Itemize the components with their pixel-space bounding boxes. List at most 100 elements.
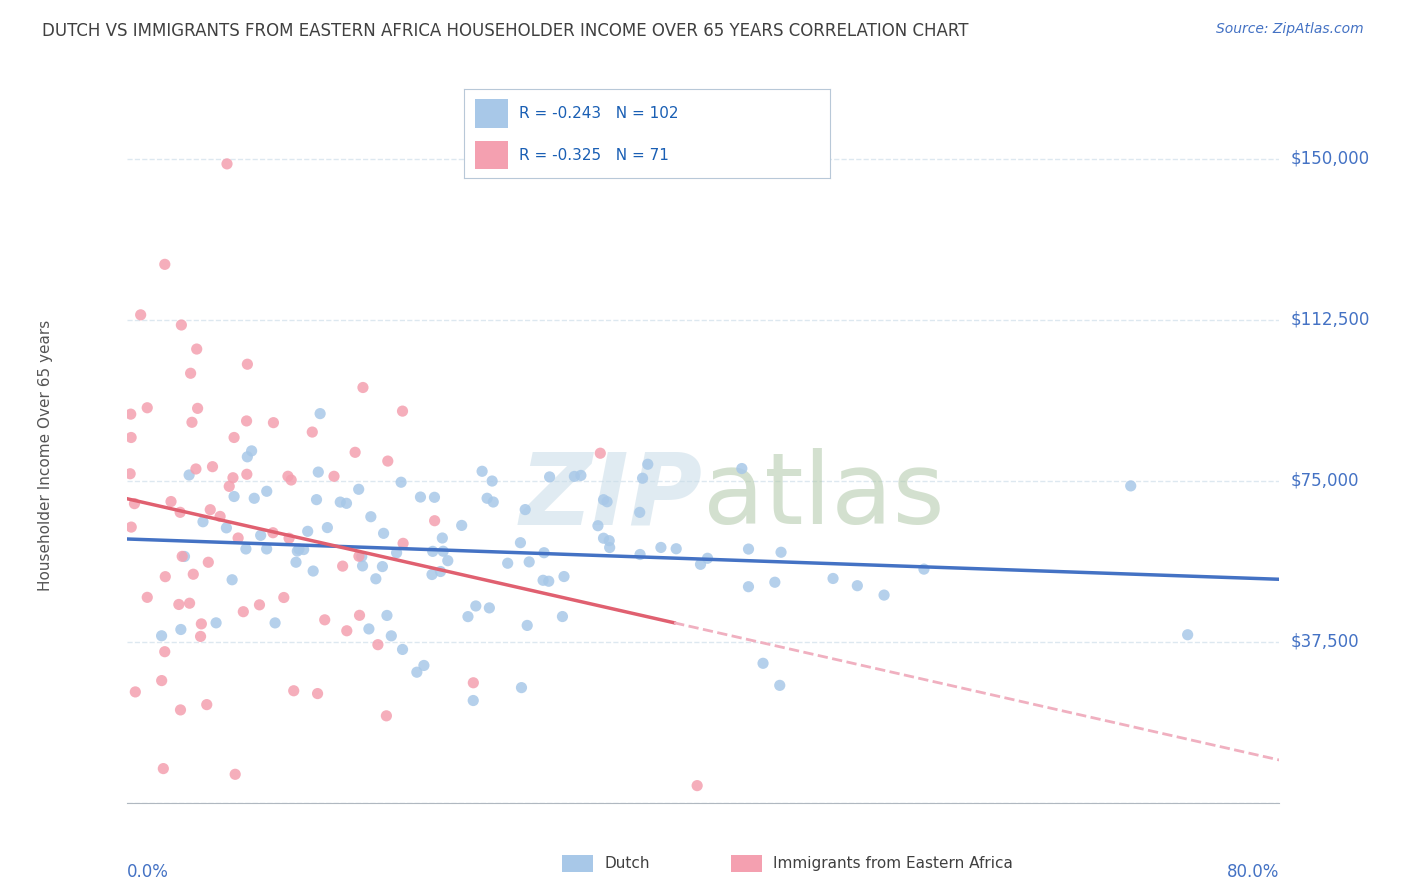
Point: [450, 518, 472, 533]
Point: [569, 468, 592, 483]
Text: 80.0%: 80.0%: [1227, 863, 1279, 881]
Point: [235, 541, 257, 556]
Point: [302, 564, 325, 578]
Point: [221, 573, 243, 587]
Point: [763, 575, 786, 590]
Text: R = -0.325   N = 71: R = -0.325 N = 71: [519, 148, 669, 162]
Point: [169, 703, 191, 717]
Point: [347, 483, 370, 497]
Point: [232, 605, 254, 619]
Point: [592, 531, 614, 545]
Point: [167, 598, 190, 612]
Point: [307, 465, 329, 479]
Point: [364, 572, 387, 586]
Point: [222, 430, 245, 444]
Point: [463, 675, 485, 690]
Point: [464, 599, 486, 613]
Point: [336, 624, 359, 638]
Text: Immigrants from Eastern Africa: Immigrants from Eastern Africa: [773, 856, 1014, 871]
Point: [551, 609, 574, 624]
Point: [478, 600, 501, 615]
Point: [347, 549, 370, 564]
Point: [375, 708, 398, 723]
Point: [240, 443, 263, 458]
Point: [124, 685, 146, 699]
Point: [277, 469, 299, 483]
Point: [628, 548, 651, 562]
Point: [209, 509, 232, 524]
Bar: [475, 99, 508, 128]
Point: [314, 613, 336, 627]
Point: [385, 546, 408, 560]
Point: [696, 551, 718, 566]
Point: [510, 681, 533, 695]
Point: [205, 615, 228, 630]
Point: [278, 531, 301, 545]
Point: [752, 657, 775, 671]
Text: $112,500: $112,500: [1291, 310, 1371, 328]
Point: [155, 569, 177, 583]
Point: [307, 687, 329, 701]
Point: [665, 541, 688, 556]
Point: [357, 622, 380, 636]
Point: [329, 495, 352, 509]
Text: Dutch: Dutch: [605, 856, 650, 871]
Point: [236, 467, 259, 482]
Point: [389, 475, 412, 490]
Point: [412, 658, 434, 673]
Point: [218, 479, 240, 493]
Point: [120, 407, 142, 421]
Point: [297, 524, 319, 539]
Point: [179, 467, 201, 482]
Point: [769, 678, 792, 692]
Point: [873, 588, 896, 602]
Point: [280, 473, 302, 487]
Point: [371, 559, 394, 574]
Point: [589, 446, 612, 460]
Point: [190, 629, 212, 643]
Point: [236, 357, 259, 371]
Point: [481, 474, 503, 488]
Point: [516, 618, 538, 632]
Point: [423, 514, 446, 528]
Point: [553, 569, 575, 583]
Point: [215, 157, 238, 171]
Point: [1119, 479, 1142, 493]
Point: [195, 698, 218, 712]
Point: [436, 554, 458, 568]
Text: $75,000: $75,000: [1291, 472, 1360, 490]
Point: [191, 515, 214, 529]
Point: [172, 549, 194, 564]
Point: [352, 380, 374, 394]
Point: [457, 609, 479, 624]
Point: [236, 450, 259, 464]
Point: [349, 608, 371, 623]
Point: [515, 502, 537, 516]
Text: $37,500: $37,500: [1291, 632, 1360, 651]
Point: [170, 318, 193, 332]
Point: [200, 502, 222, 516]
Point: [598, 533, 620, 548]
Point: [262, 416, 284, 430]
Point: [846, 579, 869, 593]
Text: atlas: atlas: [703, 448, 945, 545]
Point: [136, 401, 159, 415]
Point: [256, 541, 278, 556]
Point: [423, 491, 446, 505]
Point: [120, 430, 142, 444]
Point: [391, 404, 413, 418]
Point: [689, 558, 711, 572]
Point: [475, 491, 498, 506]
Point: [256, 484, 278, 499]
Point: [224, 767, 246, 781]
Point: [169, 505, 191, 519]
Point: [596, 494, 619, 508]
Point: [187, 401, 209, 416]
Point: [1177, 628, 1199, 642]
Point: [273, 591, 295, 605]
Point: [538, 470, 561, 484]
Point: [737, 580, 759, 594]
Point: [770, 545, 793, 559]
Point: [405, 665, 427, 680]
Point: [731, 461, 754, 475]
